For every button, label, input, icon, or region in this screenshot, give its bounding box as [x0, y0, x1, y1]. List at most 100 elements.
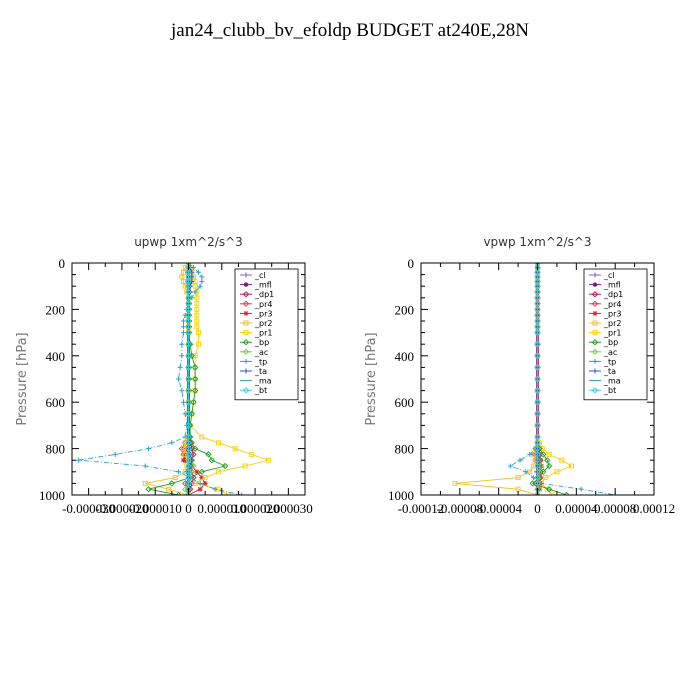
vpwp-series-bt-point [534, 474, 541, 481]
vpwp-series-pr1-point [569, 463, 574, 469]
vpwp-legend-item-ac-swatch-marker [591, 348, 599, 355]
vpwp-series-bt-point [534, 294, 541, 301]
vpwp-series-bt-point [534, 288, 541, 296]
upwp-series-bt-point [185, 341, 192, 348]
vpwp-legend-item-ac-label: _ac [603, 348, 617, 357]
vpwp-series-bt-point [534, 317, 541, 325]
upwp-series-pr1-point [265, 457, 271, 463]
upwp-series-bt-point [185, 480, 192, 487]
upwp-series-bt-point [185, 312, 192, 319]
upwp-series-pr2-point [142, 480, 148, 486]
vpwp-series-pr3-point [538, 463, 544, 469]
vpwp-series-bt-point [534, 387, 541, 394]
vpwp-xtick-label: 0.00008 [594, 501, 636, 516]
vpwp-legend-item-bt-swatch-marker [591, 387, 599, 394]
upwp-legend-item-dp1-swatch-marker [242, 291, 250, 298]
upwp-legend-item-pr2-swatch-marker [243, 320, 249, 326]
vpwp-series-bt-point [534, 457, 541, 464]
vpwp-series-tp-point [578, 486, 584, 492]
vpwp-series-bp-point [544, 457, 551, 464]
upwp-series-bt-point [185, 323, 192, 330]
vpwp-series-bt-point [534, 323, 541, 330]
upwp-series-bp-point [192, 375, 199, 383]
vpwp-xtick-label: 0.00012 [633, 501, 675, 516]
vpwp-series-pr1-point [549, 492, 555, 495]
upwp-series-ta-point [189, 269, 195, 275]
vpwp-legend-item-pr2-label: _pr2 [603, 319, 621, 328]
upwp-series-pr1-point [232, 446, 238, 452]
upwp-series-bp-point [192, 387, 199, 394]
vpwp-legend-item-dp1-swatch-marker [591, 291, 599, 298]
upwp-series-bt-point [185, 433, 192, 441]
upwp-legend-item-cl-label: _cl [254, 271, 266, 280]
upwp-series-pr1-point [216, 469, 221, 475]
vpwp-series-bt-point [534, 422, 541, 429]
upwp-legend-item-cl-swatch-marker [243, 272, 249, 278]
upwp-series-bt-point [185, 491, 192, 495]
upwp-series-bt-point [185, 439, 192, 446]
vpwp-series-bt-point [534, 445, 541, 452]
upwp-series-bt-point [185, 399, 192, 406]
vpwp-series-bt-point [534, 439, 541, 446]
vpwp-series-tp-point [507, 463, 513, 469]
upwp-series-tp-point [181, 399, 187, 405]
upwp-series-bt-point [185, 474, 192, 481]
vpwp-legend-item-dp1-label: _dp1 [603, 290, 623, 299]
upwp-xtick-label: 0.000020 [231, 501, 280, 516]
vpwp-series-tp-point [517, 457, 523, 463]
vpwp-ytick-label: 1000 [388, 488, 414, 503]
vpwp-series-bt-point [534, 364, 541, 371]
upwp-xtick-label: 0.000030 [264, 501, 313, 516]
vpwp-series-bt-point [534, 352, 541, 359]
vpwp-xtick-label: -0.00008 [437, 501, 484, 516]
upwp-series-tp-point [177, 364, 183, 370]
upwp-legend-item-bp-label: _bp [254, 338, 269, 347]
upwp-series-pr3-point [194, 469, 200, 475]
upwp-series-tp-point [181, 324, 187, 330]
upwp-legend-item-mfl-label: _mfl [254, 281, 272, 290]
upwp-series-pr2-point [179, 274, 185, 280]
upwp-legend-item-ac-swatch-marker [242, 348, 250, 355]
vpwp-series-bt-point [534, 480, 541, 487]
upwp-xtick-label: -0.000030 [62, 501, 115, 516]
upwp-series-tp-point [197, 283, 203, 289]
vpwp-series-bt-point [534, 306, 541, 313]
upwp-series-bt-point [185, 300, 192, 307]
upwp-xtick-label: 0 [185, 501, 192, 516]
vpwp-series-bp-point [540, 451, 547, 458]
upwp-ytick-label: 400 [46, 349, 66, 364]
upwp-series-pr1-point [194, 312, 200, 318]
vpwp-legend-item-ta-label: _ta [603, 367, 616, 376]
upwp-series-pr1-point [196, 341, 201, 347]
upwp-legend-item-ac-label: _ac [254, 348, 268, 357]
vpwp-series-bt-point [534, 491, 541, 495]
upwp-series-bp-point [192, 445, 199, 452]
upwp-series-pr3-point [197, 486, 203, 492]
vpwp-series-pr2-point [515, 475, 521, 481]
vpwp-legend-item-mfl-label: _mfl [603, 281, 621, 290]
upwp-series-bp-point [168, 480, 175, 487]
upwp-legend-item-tp-swatch-marker [243, 358, 249, 364]
vpwp-legend: _cl_mfl_dp1_pr4_pr3_pr2_pr1_bp_ac_tp_ta_… [583, 268, 648, 401]
upwp-series-bp-point [208, 457, 215, 464]
upwp-series-pr1-point [249, 451, 255, 457]
upwp-series-ta-point [189, 457, 195, 463]
upwp-title: upwp 1xm^2/s^3 [134, 235, 243, 249]
upwp-series-tp-point [199, 279, 205, 285]
upwp-series-tp-point [76, 457, 82, 463]
vpwp-ytick-label: 0 [408, 256, 415, 271]
vpwp-ylabel: Pressure [hPa] [364, 332, 379, 425]
upwp-series-tp-point [179, 341, 185, 347]
upwp-legend-item-ta-swatch-marker [243, 368, 249, 374]
upwp-legend-item-pr3-swatch-marker [243, 310, 249, 316]
upwp-series-tp-point [169, 440, 175, 446]
upwp-series-tp-point [112, 451, 118, 457]
vpwp-xtick-label: 0.00004 [555, 501, 598, 516]
vpwp-legend-item-pr1-swatch-marker [592, 330, 598, 336]
vpwp-ytick-label: 800 [395, 442, 415, 457]
vpwp-legend-item-ta-swatch-marker [592, 368, 598, 374]
upwp-series-tp-line [78, 263, 242, 495]
upwp-series-bp-point [175, 491, 182, 495]
upwp-legend-item-bp-swatch-marker [242, 339, 250, 346]
vpwp-legend-item-cl-label: _cl [603, 271, 615, 280]
